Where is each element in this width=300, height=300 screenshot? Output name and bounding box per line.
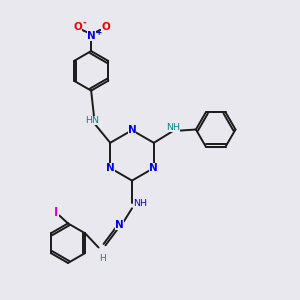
Text: O: O — [73, 22, 82, 32]
Text: H: H — [100, 254, 106, 263]
Text: O: O — [101, 22, 110, 32]
Text: N: N — [128, 125, 136, 135]
Text: NH: NH — [133, 199, 147, 208]
Text: NH: NH — [166, 123, 180, 132]
Text: N: N — [87, 31, 95, 41]
Text: N: N — [149, 163, 158, 173]
Text: HN: HN — [85, 116, 99, 124]
Text: N: N — [106, 163, 115, 173]
Text: -: - — [82, 19, 86, 28]
Text: +: + — [95, 28, 102, 37]
Text: I: I — [54, 206, 58, 219]
Text: N: N — [115, 220, 123, 230]
